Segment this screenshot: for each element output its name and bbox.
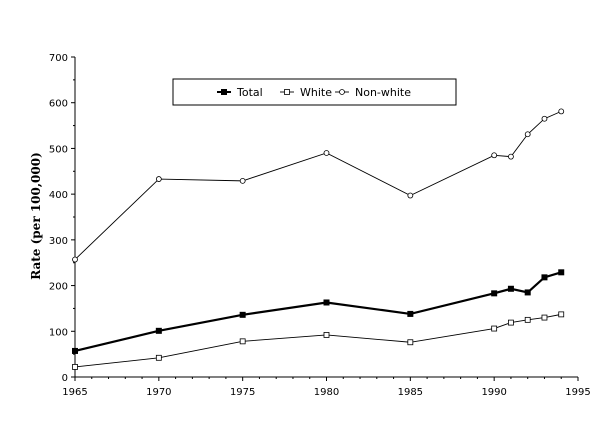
data-point-total (155, 327, 162, 334)
data-point-white (524, 316, 531, 323)
data-point-total (491, 290, 498, 297)
legend-marker-white (284, 89, 290, 95)
y-tick-label: 200 (49, 282, 68, 293)
data-point-non-white (155, 176, 162, 182)
y-axis-label: Rate (per 100,000) (29, 152, 43, 280)
y-tick-label: 300 (49, 236, 68, 247)
y-tick-label: 0 (62, 373, 68, 384)
data-point-non-white (72, 256, 78, 263)
axes: 0 100 200 300 400 500 600 700 1965 1970 1975 1980 19… (49, 53, 591, 398)
data-point-total (239, 311, 246, 318)
data-point-total (507, 285, 514, 292)
data-point-total (558, 269, 565, 276)
series-layer (72, 108, 565, 370)
x-tick-label: 1990 (481, 387, 506, 398)
series-total (72, 269, 565, 354)
x-tick-label: 1995 (565, 387, 590, 398)
legend-marker-total (221, 89, 227, 95)
data-point-non-white (524, 131, 531, 138)
legend-label-total: Total (236, 86, 263, 99)
y-tick-label: 500 (49, 144, 68, 155)
data-point-non-white (323, 150, 330, 156)
series-line-total (74, 271, 562, 353)
data-point-non-white (558, 108, 565, 115)
y-tick-label: 600 (49, 99, 68, 110)
y-tick-label: 100 (49, 327, 68, 338)
data-point-white (491, 325, 498, 332)
y-tick-label: 700 (49, 53, 68, 64)
data-point-white (541, 314, 548, 321)
data-point-white (508, 319, 514, 326)
series-non-white (72, 108, 565, 263)
data-point-non-white (541, 115, 548, 122)
x-tick-label: 1980 (314, 387, 339, 398)
data-point-total (407, 310, 414, 317)
x-tick-label: 1985 (398, 387, 423, 398)
data-point-white (558, 311, 565, 318)
x-tick-label: 1965 (62, 387, 87, 398)
data-point-non-white (239, 177, 246, 184)
y-tick-label: 400 (49, 190, 68, 201)
data-point-total (72, 347, 78, 354)
data-point-white (239, 338, 246, 345)
data-point-white (407, 339, 414, 346)
data-point-white (323, 332, 330, 338)
legend-label-non-white: Non-white (355, 86, 411, 99)
data-point-total (323, 299, 330, 306)
legend-marker-non-white (339, 89, 345, 95)
legend-label-white: White (300, 86, 332, 99)
x-tick-label: 1975 (230, 387, 255, 398)
x-tick-label: 1970 (146, 387, 171, 398)
data-point-total (541, 274, 548, 281)
series-line-non-white (74, 110, 562, 260)
data-point-white (72, 364, 78, 370)
series-white (72, 311, 565, 370)
legend: Total White Non-white (172, 78, 457, 106)
series-line-white (74, 313, 562, 368)
data-point-total (524, 289, 531, 296)
data-point-non-white (407, 192, 414, 199)
data-point-non-white (508, 153, 514, 160)
data-point-white (155, 354, 162, 361)
data-point-non-white (491, 152, 498, 159)
